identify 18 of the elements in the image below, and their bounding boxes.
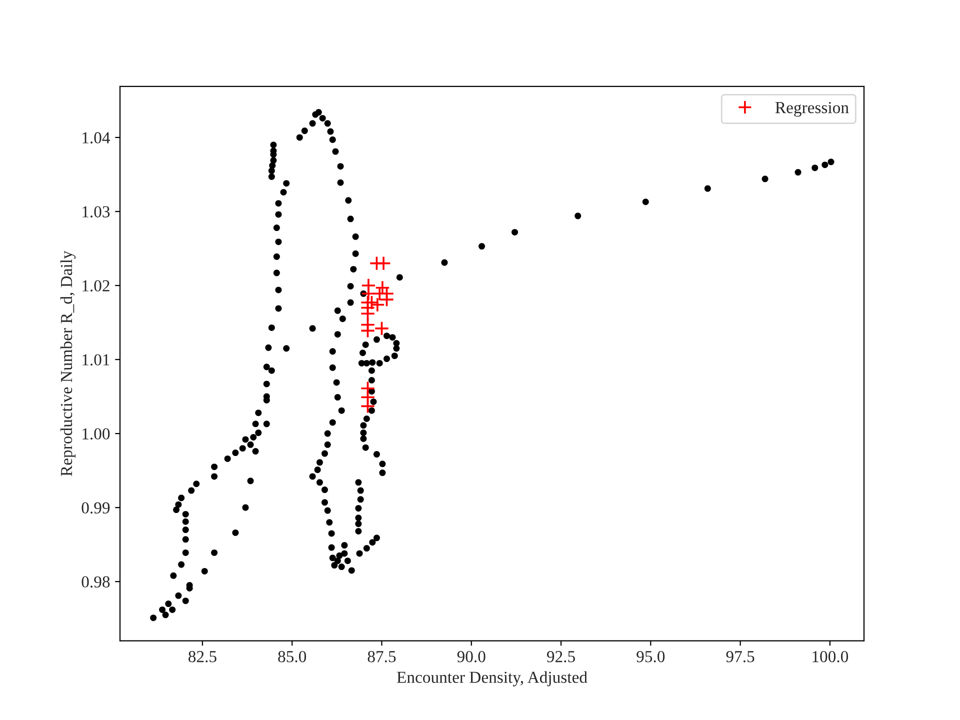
y-axis-title: Reproductive Number R_d, Daily [60,250,76,476]
y-tick-label: 1.03 [82,206,110,218]
y-tick-label: 0.99 [82,502,110,514]
y-tick-label: 1.02 [82,280,110,292]
y-tick-label: 0.98 [82,576,110,588]
x-tick-label: 95.0 [636,651,665,662]
x-tick-label: 100.0 [812,651,848,662]
x-tick-label: 97.5 [726,651,754,662]
x-tick-label: 85.0 [278,651,306,662]
x-tick-label: 82.5 [188,651,216,662]
x-tick-label: 87.5 [368,651,396,662]
y-tick-label: 1.01 [82,354,110,366]
y-tick-label: 1.04 [82,132,110,144]
x-tick-label: 92.5 [546,651,575,662]
x-axis-title: Encounter Density, Adjusted [396,671,588,686]
legend-label: Regression [775,102,849,117]
x-tick-label: 90.0 [457,651,486,662]
y-tick-label: 1.00 [82,428,110,440]
